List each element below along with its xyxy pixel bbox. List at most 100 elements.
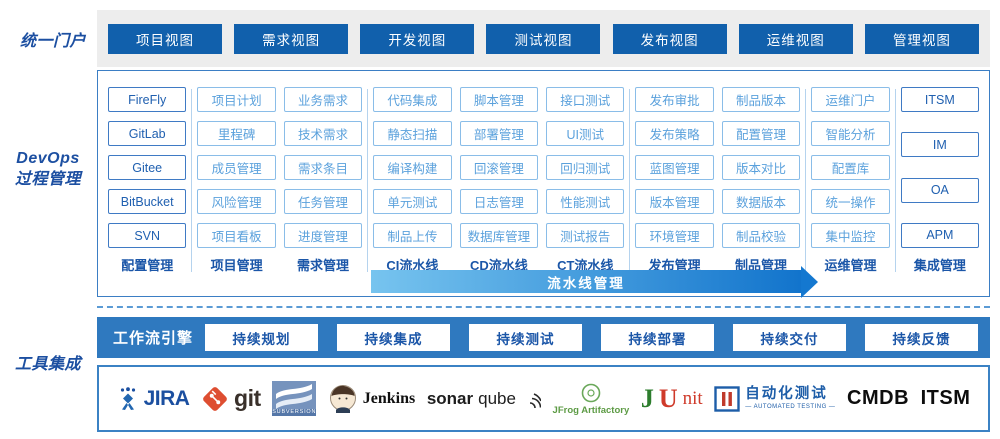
logo-automated-testing: 自动化测试 — AUTOMATED TESTING — — [714, 385, 835, 412]
portal-view-button[interactable]: 运维视图 — [738, 23, 853, 54]
jira-logo-text: JIRA — [143, 386, 190, 410]
jira-icon — [117, 386, 139, 411]
process-column-3: 业务需求 技术需求 需求条目 任务管理 进度管理 需求管理 — [280, 87, 366, 274]
process-capability-chip[interactable]: 集中监控 — [811, 223, 890, 248]
process-capability-chip[interactable]: 制品版本 — [721, 87, 801, 112]
process-column-label: CT流水线 — [557, 258, 614, 273]
logo-itsm: ITSM — [921, 387, 971, 410]
process-capability-chip[interactable]: 成员管理 — [197, 155, 276, 180]
process-capability-chip[interactable]: FireFly — [108, 87, 187, 112]
process-capability-chip[interactable]: 项目计划 — [197, 87, 276, 112]
process-capability-chip[interactable]: IM — [900, 132, 980, 158]
process-capability-chip[interactable]: 配置管理 — [721, 121, 801, 146]
process-capability-chip[interactable]: Gitee — [108, 155, 187, 180]
process-capability-chip[interactable]: 运维门户 — [811, 87, 890, 112]
process-column-label: CI流水线 — [386, 258, 439, 273]
process-capability-chip[interactable]: 任务管理 — [283, 189, 363, 214]
process-column-4: 代码集成静态扫描编译构建单元测试制品上传 CI流水线 — [369, 87, 455, 274]
process-capability-chip[interactable]: 蓝图管理 — [635, 155, 714, 180]
column-separator — [894, 89, 896, 272]
process-capability-chip[interactable]: BitBucket — [108, 189, 187, 214]
process-capability-chip[interactable]: 技术需求 — [283, 121, 363, 146]
process-capability-chip[interactable]: OA — [900, 177, 980, 203]
workflow-stage-button[interactable]: 持续规划 — [205, 324, 318, 351]
process-column-label: 项目管理 — [210, 258, 263, 273]
process-column-label: 配置管理 — [121, 258, 174, 273]
process-capability-chip[interactable]: 回滚管理 — [459, 155, 539, 180]
workflow-stage-button[interactable]: 持续集成 — [337, 324, 450, 351]
process-capability-chip[interactable]: 配置库 — [811, 155, 890, 180]
process-column-items: FireFly GitLab Gitee BitBucket SVN — [108, 87, 187, 248]
pipeline-arrow-label: 流水线管理 — [547, 275, 625, 291]
process-capability-chip[interactable]: 项目看板 — [197, 223, 276, 248]
jfrog-icon — [580, 382, 602, 404]
subversion-logo-text: SUBVERSION — [272, 408, 317, 417]
workflow-stage-button[interactable]: 持续反馈 — [865, 324, 978, 351]
process-capability-chip[interactable]: APM — [900, 222, 980, 248]
workflow-engine-label: 工作流引擎 — [113, 330, 194, 347]
process-capability-chip[interactable]: 风险管理 — [197, 189, 276, 214]
process-column-items: 运维门户智能分析配置库统一操作集中监控 — [811, 87, 890, 248]
logo-sonarqube: sonar qube — [427, 389, 541, 409]
process-capability-chip[interactable]: 进度管理 — [283, 223, 363, 248]
process-columns: FireFly GitLab Gitee BitBucket SVN 配置管理 项目计划里程… — [104, 87, 983, 274]
process-capability-chip[interactable]: 部署管理 — [459, 121, 539, 146]
process-capability-chip[interactable]: 编译构建 — [373, 155, 452, 180]
process-capability-chip[interactable]: 版本对比 — [721, 155, 801, 180]
section-label-unified-portal: 统一门户 — [19, 32, 86, 50]
process-capability-chip[interactable]: 静态扫描 — [373, 121, 452, 146]
process-capability-chip[interactable]: 性能测试 — [546, 189, 625, 214]
process-capability-chip[interactable]: 环境管理 — [635, 223, 714, 248]
workflow-stage-button[interactable]: 持续测试 — [469, 324, 582, 351]
process-capability-chip[interactable]: 业务需求 — [283, 87, 363, 112]
portal-view-button[interactable]: 开发视图 — [360, 23, 475, 54]
process-capability-chip[interactable]: 里程碑 — [197, 121, 276, 146]
process-capability-chip[interactable]: 智能分析 — [811, 121, 890, 146]
process-column-items: 业务需求技术需求需求条目任务管理进度管理 — [283, 87, 363, 248]
sonarqube-logo-text-light: qube — [478, 388, 516, 408]
process-capability-chip[interactable]: 数据版本 — [721, 189, 801, 214]
process-capability-chip[interactable]: SVN — [108, 223, 187, 248]
process-column-items: 脚本管理部署管理回滚管理日志管理数据库管理 — [459, 87, 539, 248]
process-capability-chip[interactable]: UI测试 — [546, 121, 625, 146]
portal-view-button[interactable]: 测试视图 — [486, 23, 601, 54]
process-capability-chip[interactable]: GitLab — [108, 121, 187, 146]
portal-view-button[interactable]: 需求视图 — [234, 23, 349, 54]
process-column-items: 接口测试 UI测试回归测试性能测试测试报告 — [546, 87, 625, 248]
process-capability-chip[interactable]: 版本管理 — [635, 189, 714, 214]
itsm-logo-text: ITSM — [920, 387, 971, 409]
process-capability-chip[interactable]: 发布审批 — [635, 87, 714, 112]
process-capability-chip[interactable]: 接口测试 — [546, 87, 625, 112]
portal-view-button[interactable]: 项目视图 — [108, 23, 222, 54]
process-capability-chip[interactable]: 回归测试 — [546, 155, 625, 180]
process-capability-chip[interactable]: 单元测试 — [373, 189, 452, 214]
process-capability-chip[interactable]: 数据库管理 — [459, 223, 539, 248]
process-column-5: 脚本管理部署管理回滚管理日志管理数据库管理 CD流水线 — [456, 87, 542, 274]
junit-logo-nit: nit — [682, 387, 703, 409]
logo-git: git — [201, 385, 261, 413]
process-column-items: 项目计划里程碑成员管理风险管理项目看板 — [197, 87, 276, 248]
process-capability-chip[interactable]: 统一操作 — [811, 189, 890, 214]
process-capability-chip[interactable]: 制品上传 — [373, 223, 452, 248]
logo-cmdb: CMDB — [847, 387, 909, 410]
process-capability-chip[interactable]: 日志管理 — [459, 189, 539, 214]
devops-label-line2: 过程管理 — [14, 171, 81, 188]
process-capability-chip[interactable]: ITSM — [900, 87, 980, 112]
tool-logos-panel: JIRA git SUBVERSION Jenkins sonar qube JFrog A… — [97, 365, 990, 432]
process-column-7: 发布审批 发布策略 蓝图管理 版本管理 环境管理 发布管理 — [631, 87, 717, 274]
unified-portal-bar: 项目视图 需求视图 开发视图 测试视图 发布视图 运维视图 管理视图 — [97, 10, 990, 67]
workflow-stage-button[interactable]: 持续交付 — [733, 324, 846, 351]
portal-view-button[interactable]: 发布视图 — [612, 23, 727, 54]
process-capability-chip[interactable]: 脚本管理 — [459, 87, 539, 112]
portal-view-button[interactable]: 管理视图 — [864, 23, 979, 54]
cmdb-logo-text: CMDB — [847, 387, 910, 409]
process-column-items: ITSM IM OA APM — [900, 87, 980, 248]
process-capability-chip[interactable]: 需求条目 — [283, 155, 363, 180]
process-capability-chip[interactable]: 发布策略 — [635, 121, 714, 146]
process-capability-chip[interactable]: 代码集成 — [373, 87, 452, 112]
process-capability-chip[interactable]: 制品校验 — [721, 223, 801, 248]
process-column-label: CD流水线 — [469, 258, 528, 273]
process-capability-chip[interactable]: 测试报告 — [546, 223, 625, 248]
column-separator — [805, 89, 807, 272]
workflow-stage-button[interactable]: 持续部署 — [601, 324, 714, 351]
